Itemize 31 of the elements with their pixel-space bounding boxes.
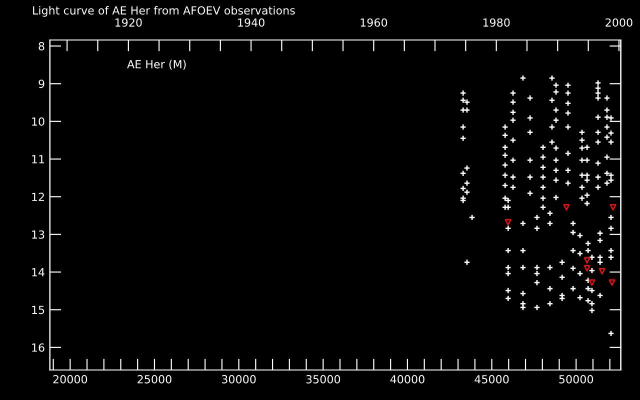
x2-tick-label: 1940 (238, 18, 264, 27)
x2-tick-label: 1920 (115, 18, 142, 27)
point (563, 204, 570, 211)
y-tick-label: 10 (32, 117, 44, 126)
point (598, 268, 606, 275)
point (608, 279, 616, 286)
point (584, 257, 590, 264)
x2-tick-label: 2000 (606, 18, 632, 27)
x-tick-label: 20000 (53, 375, 88, 384)
point (584, 264, 590, 272)
y-tick-label: 16 (32, 343, 44, 352)
y-tick-label: 9 (38, 80, 44, 88)
x2-tick-label: 1980 (483, 18, 510, 27)
y-tick-label: 15 (32, 306, 44, 314)
y-tick-label: 14 (32, 268, 44, 276)
y-tick-label: 8 (38, 42, 44, 50)
x-tick-label: 25000 (138, 375, 172, 384)
point (610, 204, 616, 211)
chart-title: Light curve of AE Her from AFOEV observations (33, 6, 295, 17)
point (588, 279, 596, 286)
x-tick-label: 35000 (306, 375, 340, 384)
x2-tick-label: 1960 (360, 18, 388, 27)
x-tick-label: 45000 (474, 375, 509, 384)
y-tick-label: 13 (32, 230, 44, 239)
y-tick-label: 12 (32, 192, 44, 201)
point (504, 219, 512, 226)
y-tick-label: 11 (32, 155, 44, 164)
annotation: AE Her (M) (127, 60, 186, 70)
x-tick-label: 40000 (390, 375, 424, 384)
x-tick-label: 50000 (559, 375, 594, 384)
x-tick-label: 30000 (222, 375, 256, 384)
